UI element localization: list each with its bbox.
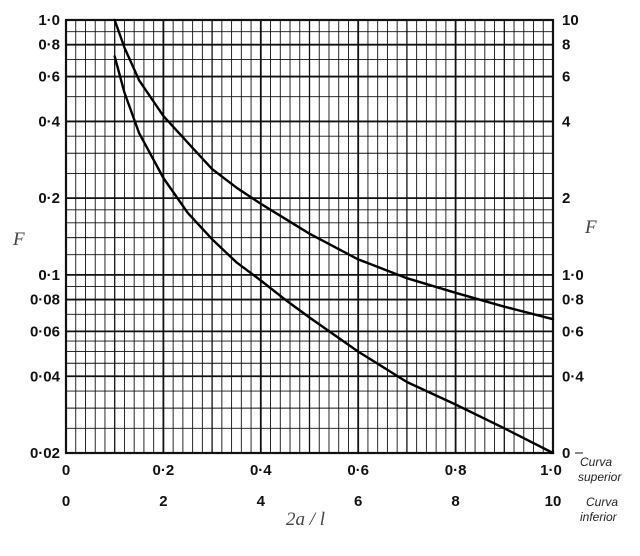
y-left-tick-label: 0·08 — [30, 292, 60, 309]
top-scale-note: Curva superior — [578, 455, 622, 484]
x-bottom-tick-label: 0 — [62, 493, 70, 510]
y-right-tick-label: 6 — [562, 69, 570, 86]
x-top-tick-label: 0 — [62, 462, 70, 479]
x-top-tick-label: 0·4 — [250, 462, 272, 479]
top-scale-note-line-2: superior — [578, 470, 622, 484]
x-bottom-tick-label: 10 — [545, 493, 562, 510]
y-axis-title-left: F — [12, 229, 25, 250]
y-right-tick-label: 10 — [562, 12, 579, 29]
x-top-tick-label: 0·2 — [153, 462, 175, 479]
x-top-tick-label: 0·6 — [347, 462, 369, 479]
y-left-tick-label: 0·8 — [38, 37, 60, 54]
grid — [65, 19, 554, 454]
x-axis-title: 2a / l — [286, 509, 325, 530]
curves — [113, 18, 555, 455]
bottom-scale-note: Curva inferior — [580, 495, 621, 524]
y-right-tick-label: 2 — [562, 190, 570, 207]
y-right-zero-label: 0 — [562, 445, 570, 462]
y-axis-title-right: F — [584, 217, 597, 238]
curve-2 — [113, 55, 555, 455]
y-right-tick-label: 0·6 — [562, 323, 584, 340]
tick-labels: 0·02 0·04 0·06 0·08 0·1 0·2 0·4 0·6 0·8 1·0 0·4 0·6… — [30, 12, 584, 510]
top-scale-note-line-1: Curva — [580, 455, 612, 469]
y-left-tick-label: 0·04 — [30, 368, 61, 385]
y-left-tick-label: 0·2 — [38, 190, 60, 207]
curve-1 — [113, 18, 555, 321]
y-right-tick-label: 8 — [562, 37, 570, 54]
y-right-tick-label: 0·8 — [562, 292, 584, 309]
plot-frame — [64, 18, 555, 455]
x-bottom-tick-label: 8 — [451, 493, 459, 510]
y-left-tick-label: 0·1 — [38, 267, 60, 284]
y-left-tick-label: 0·6 — [38, 69, 60, 86]
bottom-scale-note-line-2: inferior — [580, 510, 618, 524]
y-right-tick-label: 0·4 — [562, 368, 584, 385]
x-bottom-tick-label: 4 — [257, 493, 266, 510]
y-right-tick-label: 1·0 — [562, 267, 584, 284]
x-bottom-tick-label: 2 — [159, 493, 167, 510]
y-left-tick-label: 0·4 — [38, 113, 60, 130]
y-right-tick-label: 4 — [562, 113, 571, 130]
y-left-tick-label: 1·0 — [38, 12, 60, 29]
bottom-scale-note-line-1: Curva — [586, 495, 618, 509]
y-left-tick-label: 0·06 — [30, 323, 60, 340]
y-left-tick-label: 0·02 — [30, 445, 60, 462]
x-top-tick-label: 1·0 — [540, 462, 562, 479]
x-top-tick-label: 0·8 — [445, 462, 467, 479]
x-bottom-tick-label: 6 — [354, 493, 362, 510]
